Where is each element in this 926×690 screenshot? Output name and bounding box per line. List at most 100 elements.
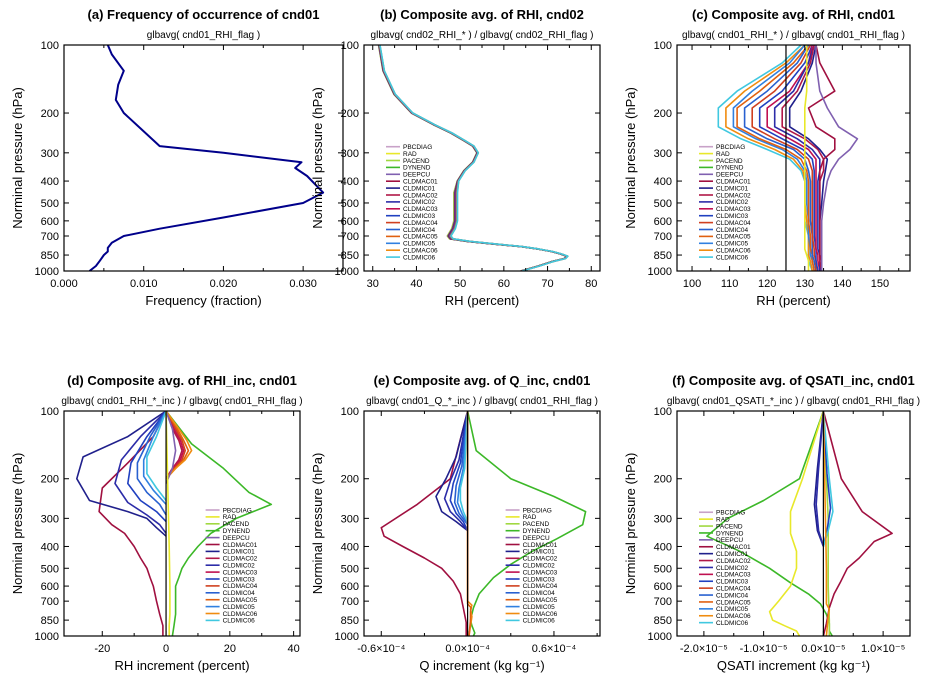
x-tick-label: -0.6×10⁻⁴	[357, 643, 405, 655]
legend-entry: CLDMAC03	[523, 569, 558, 576]
y-tick-label: 600	[341, 581, 359, 593]
legend-entry: CLDMAC04	[223, 583, 258, 590]
y-tick-label: 700	[341, 596, 359, 608]
x-axis-label: RH (percent)	[445, 293, 519, 308]
x-tick-label: 0	[163, 643, 169, 655]
legend-entry: PACEND	[523, 521, 550, 528]
y-tick-label: 400	[341, 541, 359, 553]
series-line	[165, 411, 177, 484]
legend-entry: CLDMIC03	[223, 576, 256, 583]
series-line	[803, 45, 810, 271]
y-tick-label: 600	[41, 216, 59, 228]
legend-entry: DYNEND	[716, 165, 744, 172]
legend-entry: DYNEND	[523, 528, 551, 535]
legend-entry: CLDMAC01	[716, 544, 751, 551]
legend-entry: CLDMAC02	[716, 558, 751, 565]
panel-subtitle: glbavg( cnd01_QSATI_*_inc ) / glbavg( cn…	[667, 396, 920, 407]
panel-subtitle: glbavg( cnd02_RHI_* ) / glbavg( cnd02_RH…	[371, 30, 594, 41]
series-line	[165, 411, 193, 480]
y-axis-label: Norminal pressure (hPa)	[623, 453, 638, 595]
series-line	[136, 411, 167, 516]
y-tick-label: 850	[654, 615, 672, 627]
x-tick-label: 100	[683, 278, 701, 290]
legend-entry: RAD	[716, 516, 730, 523]
legend: PBCDIAGRADPACENDDYNENDDEEPCUCLDMAC01CLDM…	[386, 144, 438, 261]
legend-entry: PACEND	[716, 158, 743, 165]
legend-entry: RAD	[223, 514, 237, 521]
legend-entry: CLDMAC05	[223, 597, 258, 604]
plot-area	[380, 411, 587, 636]
legend-entry: PBCDIAG	[403, 144, 432, 151]
legend-entry: PBCDIAG	[523, 507, 552, 514]
legend-entry: DEEPCU	[403, 172, 430, 179]
y-tick-label: 500	[341, 563, 359, 575]
series-line	[822, 411, 831, 636]
series-line	[459, 411, 469, 522]
plot-area	[377, 45, 569, 271]
legend-entry: RAD	[523, 514, 537, 521]
legend-entry: DYNEND	[223, 528, 251, 535]
x-tick-label: 40	[410, 278, 422, 290]
x-tick-label: 110	[721, 278, 739, 290]
series-line	[443, 411, 469, 532]
panel-subtitle: glbavg( cnd01_RHI_* ) / glbavg( cnd01_RH…	[682, 30, 905, 41]
y-tick-label: 100	[41, 40, 59, 52]
legend-entry: CLDMIC03	[716, 213, 749, 220]
y-axis-label: Norminal pressure (hPa)	[310, 453, 325, 595]
series-line	[98, 411, 167, 636]
legend-entry: RAD	[716, 151, 730, 158]
y-tick-label: 850	[654, 250, 672, 262]
y-tick-label: 400	[654, 176, 672, 188]
legend-entry: CLDMIC03	[523, 576, 556, 583]
series-line	[751, 45, 817, 271]
y-tick-label: 300	[41, 513, 59, 525]
y-tick-label: 700	[341, 231, 359, 243]
panel-title: (a) Frequency of occurrence of cnd01	[88, 7, 320, 22]
series-line	[165, 411, 186, 480]
panel-subtitle: glbavg( cnd01_RHI_flag )	[147, 30, 260, 41]
legend-entry: RAD	[403, 151, 417, 158]
legend-entry: CLDMAC04	[403, 220, 438, 227]
legend-entry: PACEND	[403, 158, 430, 165]
y-tick-label: 400	[341, 176, 359, 188]
x-tick-label: 0.0×10⁻⁵	[801, 643, 845, 655]
legend-entry: CLDMIC06	[523, 618, 556, 625]
legend-entry: CLDMAC06	[716, 248, 751, 255]
series-line	[435, 411, 469, 532]
series-line	[766, 45, 821, 271]
y-tick-label: 300	[41, 148, 59, 160]
legend-entry: CLDMIC01	[716, 185, 749, 192]
legend-entry: CLDMIC02	[403, 199, 436, 206]
series-line	[743, 45, 817, 271]
y-tick-label: 600	[654, 216, 672, 228]
legend-entry: CLDMIC05	[716, 606, 749, 613]
legend-entry: PACEND	[716, 523, 743, 530]
y-tick-label: 500	[654, 563, 672, 575]
legend-entry: CLDMIC05	[716, 241, 749, 248]
y-tick-label: 1000	[335, 631, 359, 643]
series-line	[146, 411, 167, 501]
legend-entry: CLDMIC01	[523, 549, 556, 556]
y-tick-label: 300	[341, 513, 359, 525]
legend-entry: PBCDIAG	[716, 144, 745, 151]
legend-entry: CLDMAC04	[716, 220, 751, 227]
legend-entry: CLDMIC05	[403, 241, 436, 248]
legend-entry: PACEND	[223, 521, 250, 528]
legend-entry: CLDMAC03	[223, 569, 258, 576]
legend-entry: CLDMIC02	[716, 565, 749, 572]
plot-area	[76, 411, 273, 636]
y-tick-label: 200	[41, 474, 59, 486]
legend-entry: CLDMIC01	[403, 185, 436, 192]
y-tick-label: 400	[654, 541, 672, 553]
axes-frame	[63, 410, 301, 637]
y-tick-label: 850	[41, 615, 59, 627]
y-tick-label: 100	[41, 406, 59, 418]
y-tick-label: 500	[341, 198, 359, 210]
x-tick-label: 50	[454, 278, 466, 290]
legend-entry: CLDMAC02	[716, 192, 751, 199]
legend-entry: CLDMIC01	[716, 551, 749, 558]
series-line	[449, 411, 469, 531]
legend-entry: DEEPCU	[523, 535, 550, 542]
legend-entry: CLDMIC05	[223, 604, 256, 611]
